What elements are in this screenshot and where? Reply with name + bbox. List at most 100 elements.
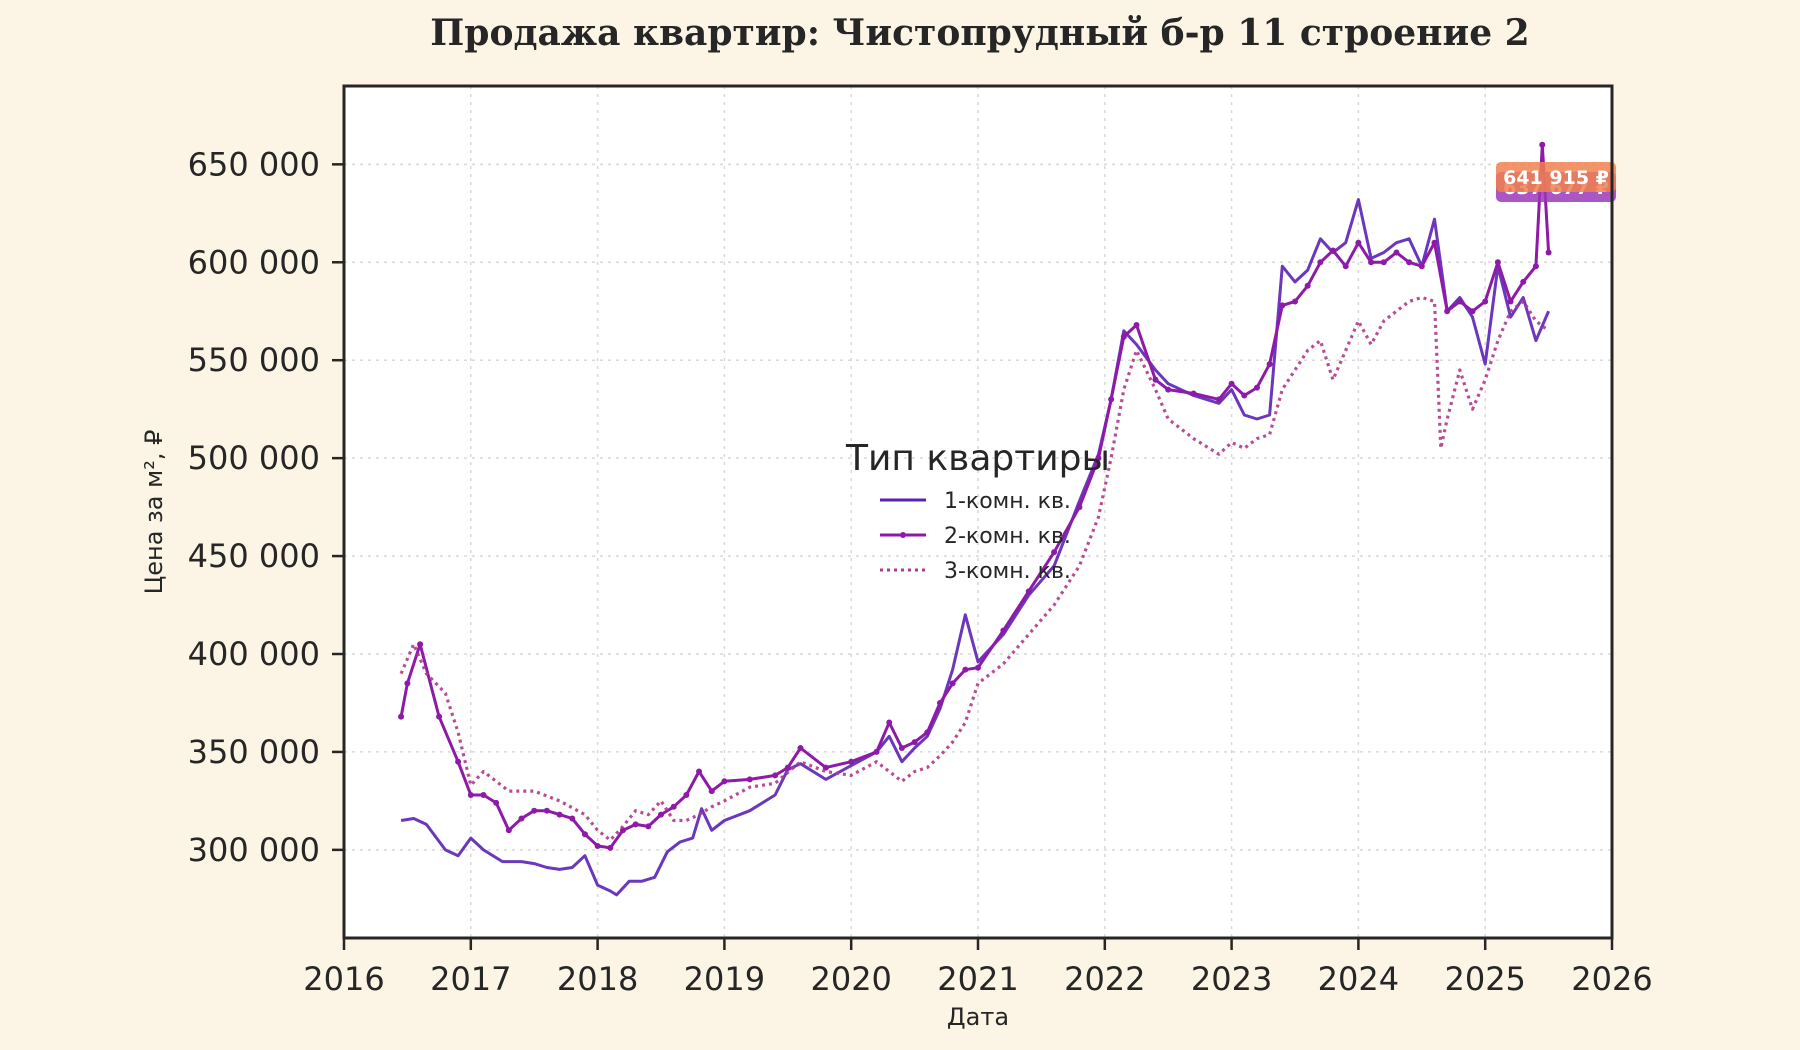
series-2-marker [1133, 321, 1140, 328]
series-2-marker [1241, 392, 1248, 399]
series-2-marker [1190, 390, 1197, 397]
series-2-marker [1152, 376, 1159, 383]
series-2-marker [632, 821, 639, 828]
y-tick-label: 400 000 [188, 635, 320, 673]
series-2-marker [1368, 259, 1375, 266]
x-tick-label: 2018 [557, 960, 638, 998]
series-2-marker [784, 764, 791, 771]
legend-label: 2-комн. кв. [944, 524, 1071, 549]
legend: Тип квартиры 1-комн. кв. 2-комн. кв. 3-ком… [845, 438, 1110, 584]
legend-label: 1-комн. кв. [944, 489, 1071, 514]
price-badge-text: 641 915 ₽ [1503, 167, 1609, 189]
series-2-marker [1215, 396, 1222, 403]
series-2-marker [1000, 627, 1007, 634]
x-tick-label: 2021 [937, 960, 1018, 998]
x-tick-label: 2025 [1444, 960, 1525, 998]
series-2-marker [772, 772, 779, 779]
series-2-marker [1507, 298, 1514, 305]
series-line-1 [400, 198, 1550, 897]
series-2-marker [873, 748, 880, 755]
series-2-marker [1025, 588, 1032, 595]
series-2-marker [569, 815, 576, 822]
series-2-marker [962, 666, 969, 673]
series-2-marker [708, 788, 715, 795]
series-2-marker [404, 680, 411, 687]
series-2-marker [1253, 384, 1260, 391]
series-2-marker [1120, 333, 1127, 340]
x-tick-label: 2022 [1064, 960, 1145, 998]
series-2-marker [480, 792, 487, 799]
y-axis: 300 000 350 000 400 000 450 000 500 000 550 0… [188, 145, 344, 869]
y-tick-label: 600 000 [188, 243, 320, 281]
y-tick-label: 450 000 [188, 537, 320, 575]
price-badges: 637 677 ₽641 915 ₽ [1496, 162, 1616, 202]
y-axis-label: Цена за м², ₽ [140, 430, 168, 595]
series-lines [398, 141, 1552, 897]
y-tick-label: 300 000 [188, 831, 320, 869]
x-tick-label: 2019 [684, 960, 765, 998]
series-2-marker [1469, 308, 1476, 315]
series-2-marker [505, 827, 512, 834]
series-2-marker [746, 776, 753, 783]
legend-title: Тип квартиры [845, 438, 1110, 479]
series-2-marker [696, 768, 703, 775]
x-axis: 2016 2017 2018 2019 2020 2021 2022 2023 2024 2025… [303, 938, 1653, 998]
series-2-marker [848, 758, 855, 765]
series-2-marker [493, 799, 500, 806]
series-2-marker [1494, 259, 1501, 266]
series-2-marker [1266, 361, 1273, 368]
series-2-marker [594, 842, 601, 849]
series-2-marker [975, 664, 981, 671]
series-2-marker [607, 844, 614, 851]
series-line-3 [399, 295, 1550, 842]
series-2-marker [822, 764, 829, 771]
series-2-marker [518, 815, 525, 822]
series-2-marker [1051, 549, 1058, 556]
series-2-marker [1482, 298, 1489, 305]
series-2-marker [1520, 278, 1527, 285]
series-2-marker [1406, 259, 1413, 266]
series-2-marker [1456, 298, 1463, 305]
series-2-marker [417, 641, 424, 648]
series-2-marker [543, 807, 550, 814]
x-axis-label: Дата [947, 1003, 1009, 1031]
price-badge-bg [1496, 162, 1616, 192]
series-2-marker [1393, 249, 1400, 256]
series-2-marker [455, 758, 462, 765]
series-2-marker [1431, 239, 1438, 246]
series-2-marker [1342, 263, 1349, 270]
legend-label: 3-комн. кв. [944, 559, 1071, 584]
y-tick-label: 650 000 [188, 145, 320, 183]
series-2-marker [1076, 504, 1083, 511]
chart-title: Продажа квартир: Чистопрудный б-р 11 стр… [430, 12, 1529, 54]
series-2-marker [531, 807, 538, 814]
x-tick-label: 2016 [303, 960, 384, 998]
series-2-marker [936, 699, 943, 706]
series-2-marker [1304, 282, 1311, 289]
series-2-marker [398, 713, 405, 720]
series-2-marker [721, 778, 728, 785]
series-2-marker [1165, 386, 1172, 393]
y-tick-label: 550 000 [188, 341, 320, 379]
series-2-marker [1532, 263, 1539, 270]
series-2-marker [467, 792, 474, 799]
series-2-marker [683, 792, 690, 799]
x-tick-label: 2026 [1571, 960, 1652, 998]
series-2-marker [1279, 302, 1286, 309]
series-2-marker [1228, 380, 1235, 387]
y-tick-label: 500 000 [188, 439, 320, 477]
series-2-marker [645, 823, 652, 830]
series-2-marker [581, 831, 588, 838]
series-2-marker [949, 680, 956, 687]
series-2-marker [1418, 263, 1425, 270]
series-2-marker [1292, 298, 1298, 305]
series-2-marker [797, 745, 804, 752]
series-2-marker [1355, 239, 1362, 246]
series-2-marker [924, 729, 931, 736]
x-tick-label: 2017 [430, 960, 511, 998]
legend-marker [900, 532, 906, 538]
series-2-marker [898, 745, 905, 752]
series-2-marker [886, 719, 893, 726]
series-2-marker [1095, 455, 1102, 462]
